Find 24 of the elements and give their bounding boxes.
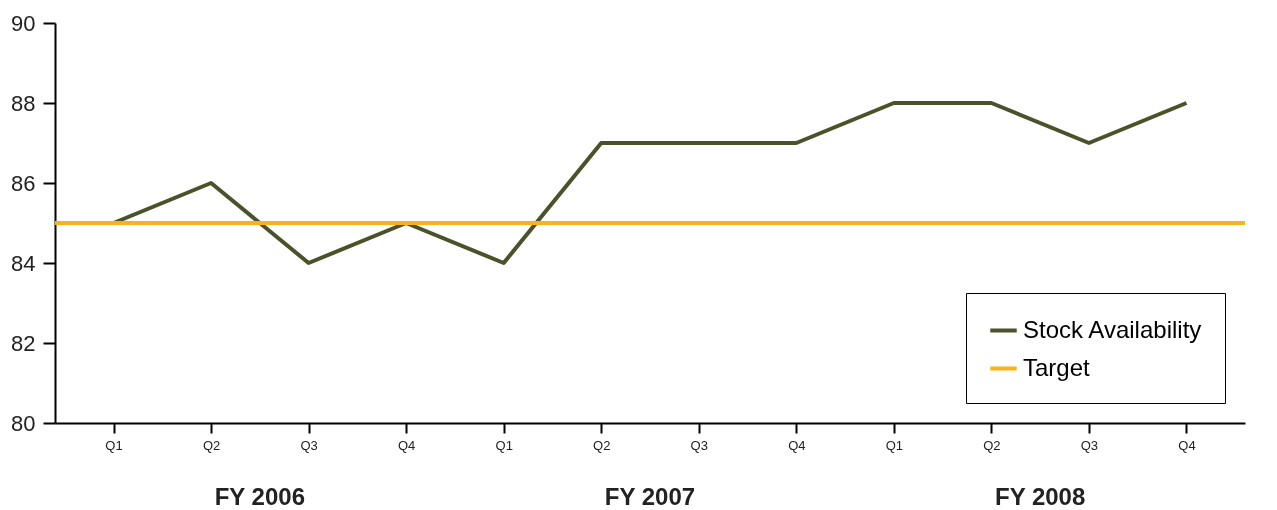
text: FY 2008 [995,483,1086,510]
x-tick-label: Q1 [885,437,904,453]
x-tick-label: Q3 [690,437,708,453]
x-tick-label: Q1 [105,437,123,453]
x-tick-label: Q1 [495,437,513,453]
x-tick-label: Q4 [788,437,806,453]
y-tick-label: 88 [11,90,36,116]
text: FY 2006 [214,483,305,510]
x-tick-label: Q3 [1080,437,1099,453]
x-tick-label: Q4 [1178,437,1196,453]
y-tick-label: 90 [11,10,36,36]
x-tick-label: Q2 [202,437,221,453]
text: FY 2007 [604,483,696,510]
y-tick-label: 82 [11,330,36,356]
y-tick-label: 84 [11,250,36,276]
x-tick-label: Q2 [593,437,611,453]
line-series [111,101,1189,265]
legend-label: Stock Availability [1023,315,1202,343]
legend-label: Target [1023,353,1091,381]
y-tick-label: 86 [11,170,36,196]
x-tick-label: Q2 [983,437,1001,453]
y-tick-label: 80 [11,410,36,436]
x-tick-label: Q3 [300,437,318,453]
x-tick-label: Q4 [397,437,416,453]
